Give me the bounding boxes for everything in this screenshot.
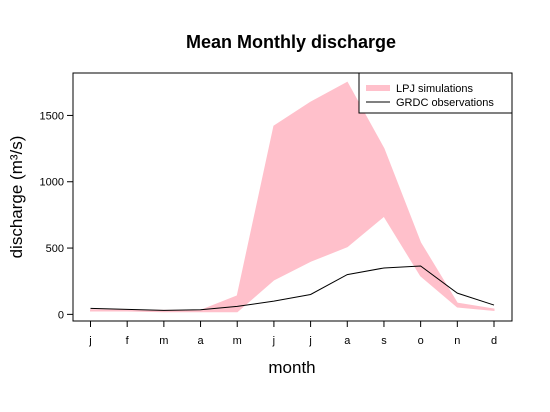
y-tick-label: 1000 [40, 177, 64, 189]
x-tick-label: j [88, 335, 91, 347]
grdc-observation-line [90, 265, 495, 311]
plot-frame [72, 72, 513, 322]
x-tick-label: m [159, 335, 168, 347]
plot-area [90, 81, 495, 313]
x-tick-label: d [491, 335, 497, 347]
y-axis: 0 500 1000 1500 [40, 110, 73, 321]
x-tick-label: o [418, 335, 424, 347]
y-tick-label: 1500 [40, 110, 64, 122]
x-tick-label: s [381, 335, 387, 347]
y-tick-label: 0 [58, 309, 64, 321]
y-tick-label: 500 [46, 243, 64, 255]
x-tick-label: m [233, 335, 242, 347]
x-tick-label: n [454, 335, 460, 347]
chart-title: Mean Monthly discharge [186, 32, 396, 52]
x-tick-label: a [344, 335, 351, 347]
x-tick-label: a [197, 335, 204, 347]
legend-box [358, 72, 513, 114]
x-tick-label: j [272, 335, 275, 347]
legend-label-grdc: GRDC observations [396, 97, 494, 109]
x-tick-label: j [308, 335, 311, 347]
y-axis-title: discharge (m³/s) [7, 136, 26, 259]
x-tick-label: f [126, 335, 130, 347]
lpj-simulation-band [90, 81, 495, 313]
legend: LPJ simulations GRDC observations [358, 72, 513, 114]
x-axis-title: month [268, 358, 315, 377]
legend-label-lpj: LPJ simulations [396, 83, 474, 95]
